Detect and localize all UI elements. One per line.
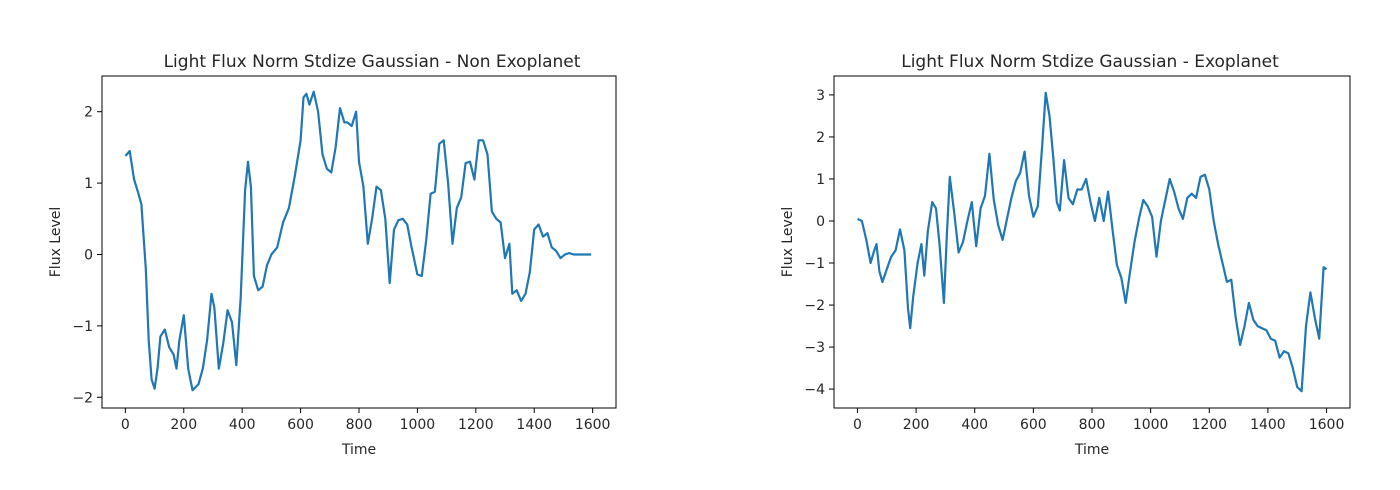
y-tick-label: −1 [72, 319, 93, 335]
y-tick-label: 2 [816, 130, 825, 146]
y-tick-label: −1 [804, 256, 825, 272]
chart-non-exoplanet: Light Flux Norm Stdize Gaussian - Non Ex… [48, 52, 617, 458]
x-tick-label: 200 [170, 417, 197, 433]
x-tick-label: 1200 [458, 417, 494, 433]
x-tick-label: 400 [229, 417, 256, 433]
x-tick-label: 1000 [400, 417, 436, 433]
x-axis-label: Time [1074, 442, 1109, 458]
y-tick-label: −4 [804, 382, 825, 398]
x-tick-label: 800 [346, 417, 373, 433]
chart-exoplanet: Light Flux Norm Stdize Gaussian - Exopla… [780, 52, 1351, 458]
y-axis-label: Flux Level [48, 207, 64, 278]
x-tick-label: 0 [853, 417, 862, 433]
x-tick-label: 600 [287, 417, 314, 433]
y-tick-label: 3 [816, 88, 825, 104]
x-tick-label: 1200 [1191, 417, 1227, 433]
x-axis-label: Time [341, 442, 376, 458]
series-line [857, 91, 1328, 393]
y-tick-label: −3 [804, 340, 825, 356]
x-tick-label: 800 [1079, 417, 1106, 433]
chart-title: Light Flux Norm Stdize Gaussian - Exopla… [901, 52, 1279, 72]
x-tick-label: 200 [903, 417, 930, 433]
y-tick-label: 2 [84, 105, 93, 121]
x-tick-label: 1600 [1309, 417, 1345, 433]
series-line [124, 90, 592, 392]
x-tick-label: 0 [121, 417, 130, 433]
tick-layer: 0 200 400 600 800 1000 1200 1400 1600 −4 −3 −2 −1 0 1 2… [804, 88, 1344, 433]
x-tick-label: 1000 [1133, 417, 1169, 433]
x-tick-label: 1600 [575, 417, 611, 433]
chart-title: Light Flux Norm Stdize Gaussian - Non Ex… [164, 52, 581, 72]
x-tick-label: 1400 [516, 417, 552, 433]
x-tick-label: 1400 [1250, 417, 1286, 433]
y-tick-label: 1 [84, 176, 93, 192]
y-tick-label: −2 [804, 298, 825, 314]
y-tick-label: −2 [72, 390, 93, 406]
x-tick-label: 600 [1020, 417, 1047, 433]
x-tick-label: 400 [961, 417, 988, 433]
tick-layer: 0 200 400 600 800 1000 1200 1400 1600 −2 −1 0 1 2 [72, 105, 610, 433]
y-tick-label: 0 [816, 214, 825, 230]
y-axis-label: Flux Level [780, 207, 796, 278]
y-tick-label: 1 [816, 172, 825, 188]
y-tick-label: 0 [84, 247, 93, 263]
